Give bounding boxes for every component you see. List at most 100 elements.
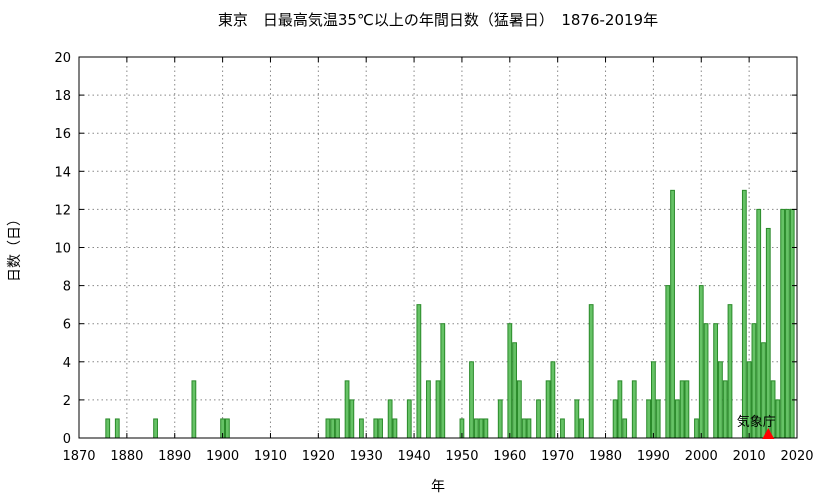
x-tick-label: 1960	[493, 449, 526, 464]
annotation: 気象庁	[737, 414, 776, 439]
chart-title: 東京 日最高気温35℃以上の年間日数（猛暑日） 1876-2019年	[218, 11, 658, 29]
bar	[674, 399, 680, 439]
x-tick-label: 1980	[589, 449, 622, 464]
bar	[373, 418, 379, 439]
y-tick-label: 0	[63, 432, 71, 447]
bar	[191, 380, 197, 439]
bar	[588, 304, 594, 439]
y-tick-label: 8	[63, 280, 71, 295]
bar	[741, 189, 747, 439]
triangle-marker-icon	[762, 428, 775, 439]
y-tick-label: 2	[63, 394, 71, 409]
x-tick-label: 1940	[398, 449, 431, 464]
bar	[651, 361, 656, 439]
bar	[478, 418, 484, 439]
bar	[574, 399, 580, 439]
bar	[694, 418, 699, 439]
bar	[330, 418, 336, 439]
x-tick-label: 1880	[110, 449, 143, 464]
y-tick-label: 12	[54, 203, 71, 218]
x-axis-label: 年	[431, 479, 445, 495]
x-tick-label: 1930	[350, 449, 383, 464]
bar	[325, 418, 331, 439]
bar	[392, 418, 398, 439]
x-tick-label: 1950	[445, 449, 478, 464]
bar	[507, 323, 513, 439]
bar	[469, 361, 474, 439]
y-tick-label: 16	[54, 127, 71, 142]
bar	[335, 418, 340, 439]
bar	[775, 399, 781, 439]
bar	[114, 418, 120, 439]
bar	[416, 304, 422, 439]
bar	[536, 399, 541, 439]
x-tick-label: 1920	[302, 449, 335, 464]
bar	[426, 380, 431, 439]
x-tick-label: 1900	[206, 449, 239, 464]
bar	[516, 380, 522, 439]
y-axis-label: 日数（日）	[7, 212, 23, 282]
bar	[703, 323, 709, 439]
annotation-label: 気象庁	[737, 414, 776, 430]
bar	[579, 418, 584, 439]
x-tick-label: 1890	[158, 449, 191, 464]
y-tick-label: 20	[54, 51, 71, 66]
bar	[545, 380, 551, 439]
bar	[617, 380, 623, 439]
bar	[153, 418, 158, 439]
bar	[713, 323, 719, 439]
bar	[646, 399, 652, 439]
bar	[435, 380, 441, 439]
bar	[756, 208, 762, 439]
bar	[631, 380, 637, 439]
bars	[105, 189, 795, 439]
bar	[622, 418, 628, 439]
bar	[612, 399, 618, 439]
y-tick-label: 14	[54, 165, 71, 180]
y-tick-label: 6	[63, 318, 71, 333]
bar	[483, 418, 489, 439]
bar	[550, 361, 556, 439]
y-tick-label: 4	[63, 356, 71, 371]
x-tick-label: 1870	[62, 449, 95, 464]
bar	[765, 227, 771, 439]
x-tick-label: 1910	[254, 449, 287, 464]
grid	[79, 57, 797, 438]
x-tick-label: 2020	[780, 449, 813, 464]
bar	[718, 361, 723, 439]
bar	[387, 399, 393, 439]
bar	[665, 285, 671, 439]
bar	[780, 208, 786, 439]
bar	[359, 418, 364, 439]
bar	[526, 418, 532, 439]
x-tick-label: 2000	[685, 449, 718, 464]
bar	[722, 380, 728, 439]
bar	[679, 380, 685, 439]
bar	[378, 418, 383, 439]
bar	[684, 380, 690, 439]
bar	[560, 418, 565, 439]
bar	[349, 399, 355, 439]
bar	[785, 208, 790, 439]
bar	[670, 189, 675, 439]
bar	[727, 304, 733, 439]
bar	[473, 418, 479, 439]
bar	[406, 399, 412, 439]
y-axis-ticks: 0 2 4 6 8 10 12 14 16 18 20	[54, 51, 797, 447]
bar	[512, 342, 517, 439]
bar	[224, 418, 230, 439]
x-tick-label: 1990	[637, 449, 670, 464]
y-tick-label: 18	[54, 89, 71, 104]
bar	[655, 399, 661, 439]
x-tick-label: 2010	[733, 449, 766, 464]
x-axis-ticks: 1870 1880 1890 1900 1910 1920 1930 1940 1950 1960…	[62, 57, 814, 464]
bar	[105, 418, 111, 439]
bar	[440, 323, 446, 439]
bar	[497, 399, 503, 439]
x-tick-label: 1970	[541, 449, 574, 464]
bar	[521, 418, 527, 439]
bar	[698, 285, 704, 439]
y-tick-label: 10	[54, 242, 71, 257]
bar	[344, 380, 350, 439]
